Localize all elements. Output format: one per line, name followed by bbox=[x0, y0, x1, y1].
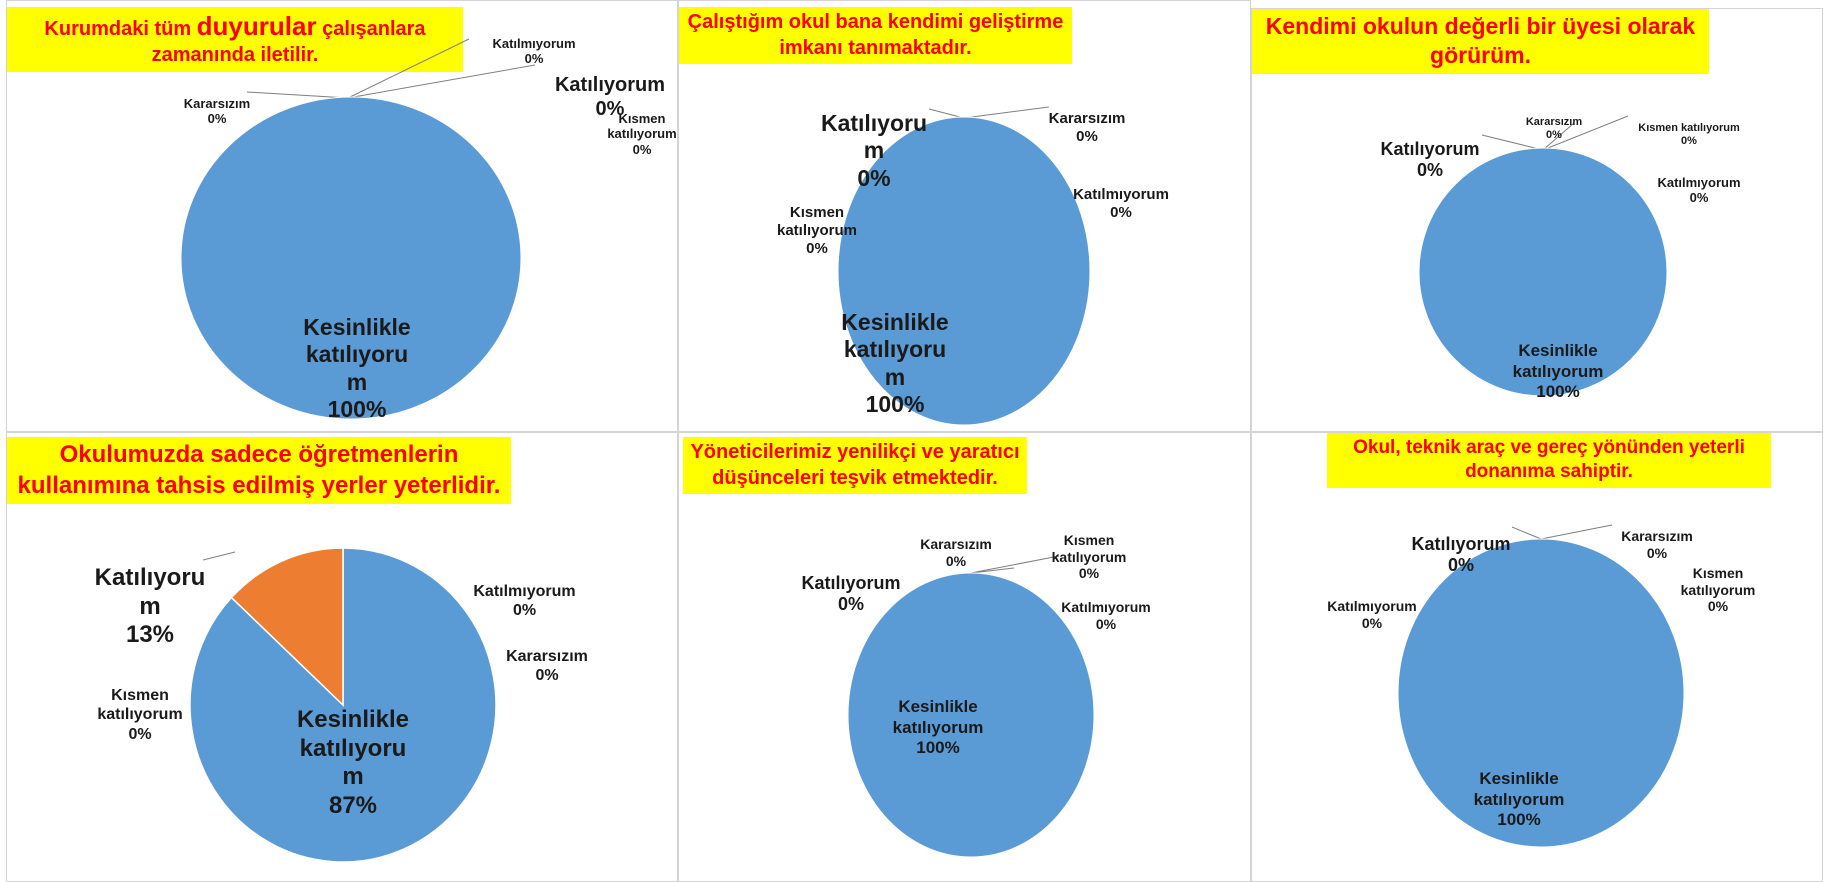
leader-line bbox=[347, 64, 536, 99]
pie-chart-3: Kendimi okulun değerli bir üyesi olarak … bbox=[1251, 8, 1823, 432]
leader-line bbox=[1542, 122, 1575, 151]
slice-label-katilmiyorum: Katılmıyorum 0% bbox=[1657, 174, 1741, 206]
chart-title-3: Kendimi okulun değerli bir üyesi olarak … bbox=[1252, 9, 1709, 74]
leader-line bbox=[1540, 524, 1613, 540]
slice-label-kismen-katiliyorum: Kısmen katılıyorum 0% bbox=[1051, 531, 1127, 582]
chart-title-1: Kurumdaki tüm duyurular çalışanlara zama… bbox=[7, 7, 463, 72]
pie-svg-2 bbox=[837, 106, 1091, 426]
pie-chart-5: Yöneticilerimiz yenilikçi ve yaratıcı dü… bbox=[678, 432, 1251, 882]
pie-slice bbox=[1418, 147, 1668, 397]
slice-label-kismen-katiliyorum: Kısmen katılıyorum 0% bbox=[97, 687, 183, 743]
pie-slice bbox=[837, 116, 1091, 426]
leader-line bbox=[246, 91, 349, 99]
pie-svg-4 bbox=[189, 547, 497, 863]
slice-label-kismen-katiliyorum: Kısmen katılıyorum 0% bbox=[607, 110, 677, 157]
leader-line bbox=[202, 551, 236, 561]
pie-svg-6 bbox=[1397, 524, 1685, 848]
pie-slice bbox=[847, 572, 1095, 858]
slice-label-katilmiyorum: Katılmıyorum 0% bbox=[1061, 598, 1151, 632]
leader-line bbox=[1511, 526, 1542, 540]
pie-svg-3 bbox=[1418, 115, 1668, 397]
pie-chart-1: Kurumdaki tüm duyurular çalışanlara zama… bbox=[6, 0, 678, 432]
leader-line bbox=[347, 38, 470, 99]
slice-label-kesinlikle-katiliyorum: Kesinlikle katılıyorum 100% bbox=[1473, 769, 1565, 830]
leader-line bbox=[970, 567, 1015, 574]
leader-line bbox=[963, 106, 1050, 119]
chart-title-2: Çalıştığım okul bana kendimi geliştirme … bbox=[679, 7, 1072, 65]
slice-label-kismen-katiliyorum: Kısmen katılıyorum 0% bbox=[1680, 564, 1756, 615]
pie-slice bbox=[180, 96, 522, 420]
leader-line bbox=[1542, 115, 1629, 151]
leader-line bbox=[970, 555, 1060, 574]
slice-label-katilmiyorum: Katılmıyorum 0% bbox=[492, 35, 576, 67]
slice-label-kararsizim: Kararsızım 0% bbox=[1048, 110, 1126, 145]
slice-label-katiliyorum: Katılıyoru m 0% bbox=[820, 109, 928, 191]
pie-slice bbox=[1397, 538, 1685, 848]
chart-title-6: Okul, teknik araç ve gereç yönünden yete… bbox=[1327, 433, 1771, 488]
slice-label-katilmiyorum: Katılmıyorum 0% bbox=[1327, 597, 1417, 631]
slice-label-kesinlikle-katiliyorum: Kesinlikle katılıyoru m 100% bbox=[303, 313, 411, 423]
leader-line bbox=[928, 108, 965, 119]
pie-slice bbox=[230, 547, 344, 707]
pie-chart-2: Çalıştığım okul bana kendimi geliştirme … bbox=[678, 0, 1251, 432]
chart-title-4: Okulumuzda sadece öğretmenlerin kullanım… bbox=[7, 437, 511, 505]
slice-label-katilmiyorum: Katılmıyorum 0% bbox=[1073, 186, 1169, 221]
leader-line bbox=[1481, 134, 1544, 151]
slice-label-kesinlikle-katiliyorum: Kesinlikle katılıyorum 100% bbox=[1512, 341, 1604, 402]
slice-label-kararsizim: Kararsızım 0% bbox=[1525, 116, 1583, 142]
slice-label-kararsizim: Kararsızım 0% bbox=[920, 535, 992, 569]
slice-label-kesinlikle-katiliyorum: Kesinlikle katılıyoru m 87% bbox=[296, 705, 410, 820]
slice-label-kararsizim: Kararsızım 0% bbox=[1621, 527, 1693, 561]
slice-label-kesinlikle-katiliyorum: Kesinlikle katılıyoru m 100% bbox=[841, 308, 949, 418]
chart-title-5: Yöneticilerimiz yenilikçi ve yaratıcı dü… bbox=[683, 437, 1027, 495]
slice-label-katiliyorum: Katılıyoru m 13% bbox=[94, 563, 206, 649]
slice-label-katiliyorum: Katılıyorum 0% bbox=[1411, 533, 1511, 576]
pie-svg-5 bbox=[847, 555, 1095, 858]
slice-label-katiliyorum: Katılıyorum 0% bbox=[801, 572, 901, 615]
slice-label-katiliyorum: Katılıyorum 0% bbox=[554, 74, 666, 120]
slice-label-katiliyorum: Katılıyorum 0% bbox=[1380, 138, 1480, 181]
slice-label-kismen-katiliyorum: Kısmen katılıyorum 0% bbox=[776, 204, 858, 257]
pie-svg-1 bbox=[180, 38, 536, 420]
slice-label-kararsizim: Kararsızım 0% bbox=[183, 95, 251, 127]
slice-label-kararsizim: Kararsızım 0% bbox=[506, 648, 588, 685]
slice-label-kesinlikle-katiliyorum: Kesinlikle katılıyorum 100% bbox=[892, 697, 984, 758]
slice-label-kismen-katiliyorum: Kısmen katılıyorum 0% bbox=[1638, 122, 1740, 148]
pie-chart-6: Okul, teknik araç ve gereç yönünden yete… bbox=[1251, 432, 1823, 882]
pie-chart-4: Okulumuzda sadece öğretmenlerin kullanım… bbox=[6, 432, 678, 882]
slice-label-katilmiyorum: Katılmıyorum 0% bbox=[473, 583, 576, 620]
